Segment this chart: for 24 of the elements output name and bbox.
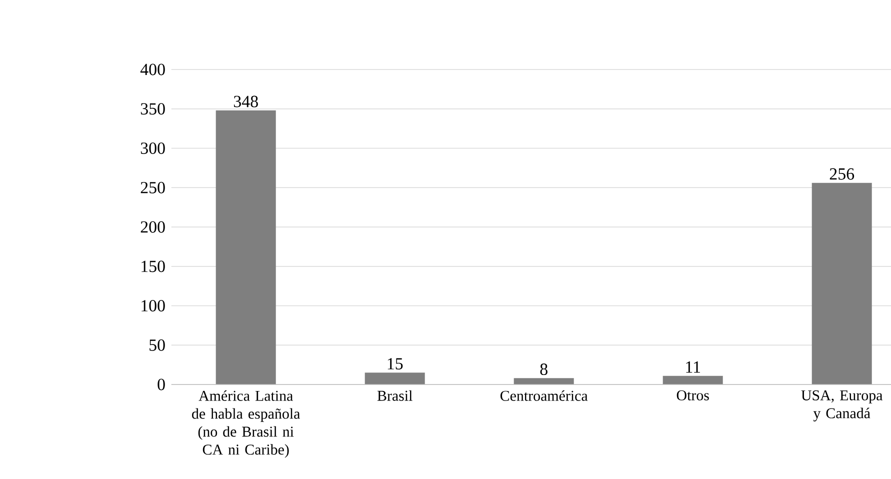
- y-tick-label: 150: [142, 260, 165, 272]
- y-tick-label: 350: [140, 103, 165, 115]
- x-tick-label: Brasil: [377, 390, 412, 401]
- x-tick-label: USA, Europa y Canadá: [801, 390, 883, 422]
- bar: [812, 182, 872, 384]
- data-label: 348: [234, 96, 258, 108]
- data-label: 11: [686, 361, 700, 373]
- bar: [514, 378, 574, 384]
- y-tick-label: 100: [142, 300, 165, 312]
- x-tick-label: América Latina de habla española (no de Brasil ni CA ni Caribe): [192, 390, 300, 458]
- bar: [364, 372, 425, 384]
- data-label: 256: [830, 168, 854, 180]
- y-tick-label: 400: [140, 64, 165, 76]
- y-tick-label: 0: [158, 378, 165, 390]
- y-tick-label: 300: [140, 142, 165, 154]
- data-label: 8: [540, 364, 548, 375]
- x-tick-label: Otros: [676, 390, 709, 400]
- bar: [662, 376, 723, 384]
- y-tick-label: 250: [140, 182, 165, 194]
- bar: [216, 110, 276, 384]
- data-label: 15: [388, 358, 403, 370]
- y-tick-label: 200: [140, 221, 165, 233]
- y-tick-label: 50: [150, 339, 165, 351]
- x-tick-label: Centroamérica: [500, 390, 588, 401]
